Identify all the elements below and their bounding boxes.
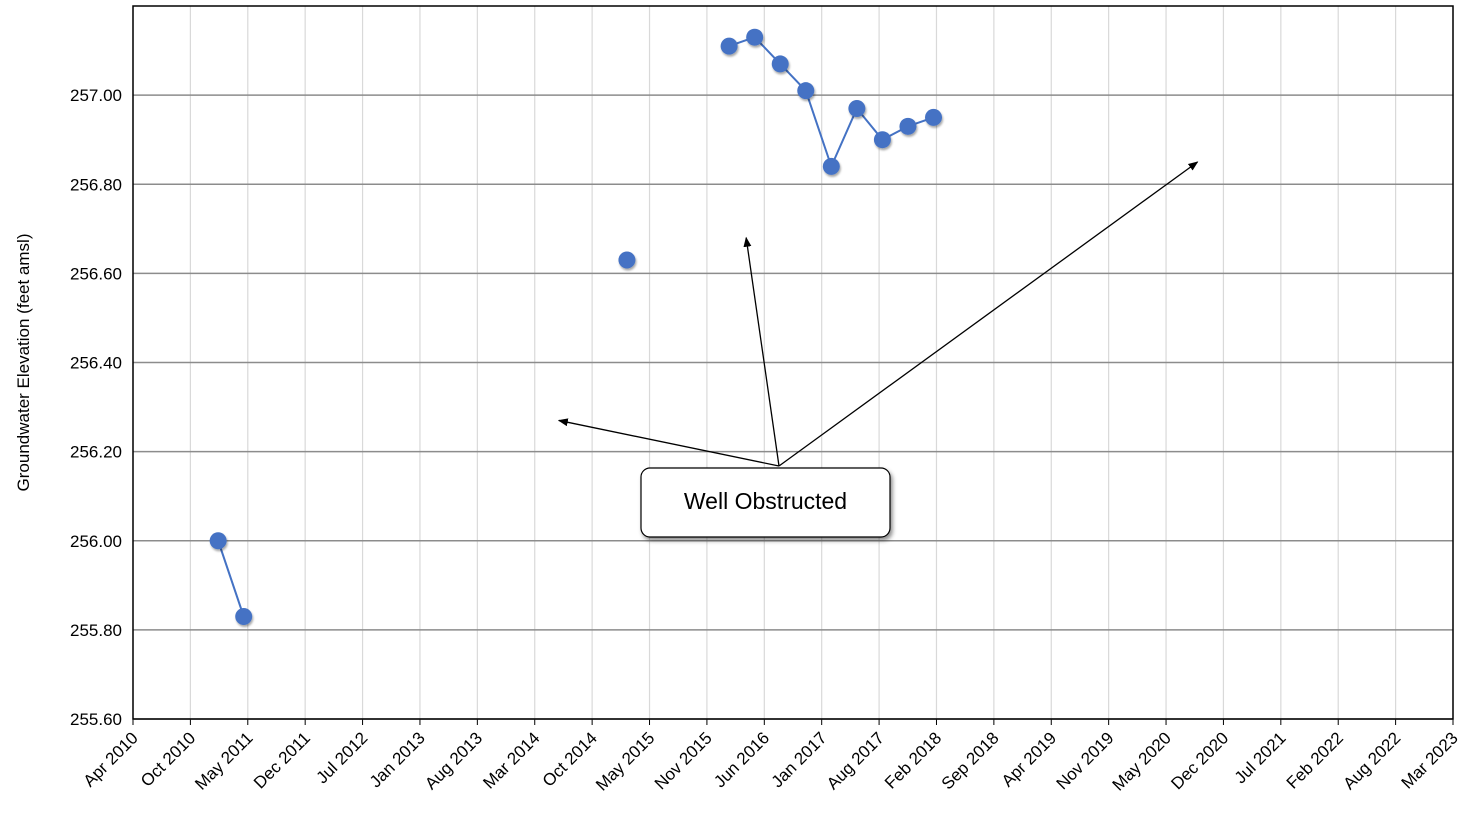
callout-box bbox=[640, 467, 891, 538]
x-tick-label: Nov 2015 bbox=[651, 728, 716, 793]
data-point bbox=[925, 108, 943, 126]
data-point bbox=[746, 28, 764, 46]
x-tick-label: Aug 2022 bbox=[1340, 728, 1405, 793]
x-tick-label: May 2020 bbox=[1109, 728, 1175, 794]
x-tick-label: Dec 2020 bbox=[1167, 728, 1232, 793]
x-tick-label: Jul 2021 bbox=[1231, 728, 1290, 787]
x-tick-label: Sep 2018 bbox=[938, 728, 1003, 793]
x-tick-label: Aug 2017 bbox=[823, 728, 888, 793]
y-tick-label: 257.00 bbox=[70, 86, 122, 105]
x-tick-label: Jun 2016 bbox=[710, 728, 773, 791]
x-tick-label: Nov 2019 bbox=[1053, 728, 1118, 793]
x-tick-label: Apr 2010 bbox=[80, 728, 142, 790]
x-tick-label: Feb 2022 bbox=[1283, 728, 1347, 792]
x-tick-label: Jan 2013 bbox=[366, 728, 429, 791]
y-tick-label: 256.60 bbox=[70, 264, 122, 283]
x-tick-label: Aug 2013 bbox=[421, 728, 486, 793]
x-tick-label: Mar 2014 bbox=[479, 728, 543, 792]
x-tick-label: May 2011 bbox=[191, 728, 256, 793]
data-point bbox=[848, 99, 866, 117]
annotation-arrows bbox=[557, 161, 1199, 467]
data-point bbox=[797, 82, 815, 100]
annotation-callout: Well Obstructed bbox=[640, 467, 891, 538]
x-tick-label: Oct 2010 bbox=[137, 728, 199, 790]
y-tick-label: 255.60 bbox=[70, 710, 122, 729]
y-tick-label: 256.00 bbox=[70, 532, 122, 551]
x-tick-label: Mar 2023 bbox=[1398, 728, 1462, 792]
x-tick-label: Apr 2019 bbox=[998, 728, 1060, 790]
annotation-arrow bbox=[778, 161, 1199, 467]
y-tick-label: 255.80 bbox=[70, 621, 122, 640]
y-tick-label: 256.80 bbox=[70, 175, 122, 194]
data-point bbox=[618, 251, 636, 269]
data-point bbox=[209, 532, 227, 550]
y-axis-tick-labels: 255.60 255.80 256.00 256.20 256.40 256.60 256.… bbox=[70, 86, 122, 729]
vertical-gridlines bbox=[132, 6, 1454, 725]
data-point bbox=[720, 37, 738, 55]
data-point bbox=[235, 608, 253, 626]
x-tick-label: Jan 2017 bbox=[768, 728, 831, 791]
series-line-segment bbox=[728, 36, 934, 170]
horizontal-gridlines bbox=[133, 94, 1453, 720]
annotation-arrow bbox=[743, 236, 780, 467]
series-line-segment bbox=[217, 540, 245, 617]
y-tick-label: 256.20 bbox=[70, 443, 122, 462]
x-tick-label: Jul 2012 bbox=[313, 728, 372, 787]
x-tick-label: Dec 2011 bbox=[250, 728, 314, 792]
y-axis-title: Groundwater Elevation (feet amsl) bbox=[14, 234, 33, 492]
data-point bbox=[771, 55, 789, 73]
callout-label: Well Obstructed bbox=[684, 488, 847, 514]
series-points bbox=[209, 28, 943, 626]
x-tick-label: Feb 2018 bbox=[881, 728, 945, 792]
data-point bbox=[873, 131, 891, 149]
x-tick-label: May 2015 bbox=[592, 728, 658, 794]
y-tick-label: 256.40 bbox=[70, 354, 122, 373]
annotation-arrow bbox=[557, 418, 780, 467]
plot-area-border bbox=[132, 5, 1454, 720]
data-point bbox=[899, 117, 917, 135]
data-point bbox=[822, 157, 840, 175]
